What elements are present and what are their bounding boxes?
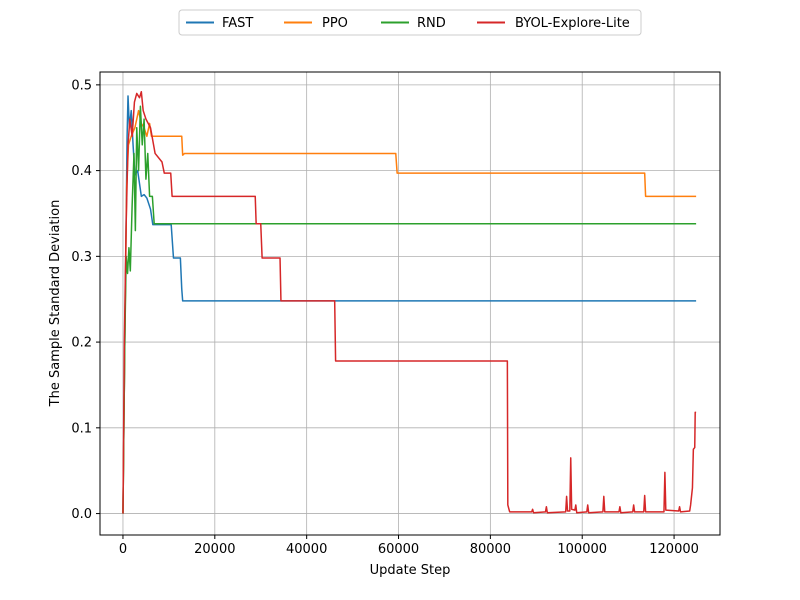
x-tick-label: 40000 xyxy=(286,542,327,557)
legend-label-fast: FAST xyxy=(222,16,253,31)
y-tick-label: 0.1 xyxy=(71,421,92,436)
series-line-rnd xyxy=(122,105,697,514)
axis-ticks: 0 20000 40000 60000 80000 100000 120000 0.0 0.1 0… xyxy=(71,78,699,557)
y-tick-label: 0.3 xyxy=(71,250,92,265)
x-tick-label: 120000 xyxy=(649,542,699,557)
y-tick-label: 0.5 xyxy=(71,78,92,93)
legend-label-rnd: RND xyxy=(417,16,446,31)
plot-frame xyxy=(99,71,721,536)
series-line-byol-explore-lite xyxy=(122,90,697,514)
x-tick-label: 60000 xyxy=(378,542,419,557)
grid xyxy=(100,72,720,535)
legend-box xyxy=(178,9,642,36)
x-tick-label: 80000 xyxy=(470,542,511,557)
x-axis-title: Update Step xyxy=(370,563,451,578)
y-tick-label: 0.0 xyxy=(71,507,92,522)
x-tick-label: 20000 xyxy=(194,542,235,557)
x-tick-label: 0 xyxy=(119,542,127,557)
y-axis-title: The Sample Standard Deviation xyxy=(48,200,63,408)
series-line-ppo xyxy=(122,109,697,514)
y-tick-label: 0.2 xyxy=(71,336,92,351)
legend-label-byol: BYOL-Explore-Lite xyxy=(515,16,630,31)
series-line-fast xyxy=(122,95,697,514)
series-layer xyxy=(122,90,697,514)
legend: FAST PPO RND BYOL-Explore-Lite xyxy=(178,9,642,36)
x-tick-label: 100000 xyxy=(557,542,607,557)
y-tick-label: 0.4 xyxy=(71,164,92,179)
legend-label-ppo: PPO xyxy=(322,16,348,31)
